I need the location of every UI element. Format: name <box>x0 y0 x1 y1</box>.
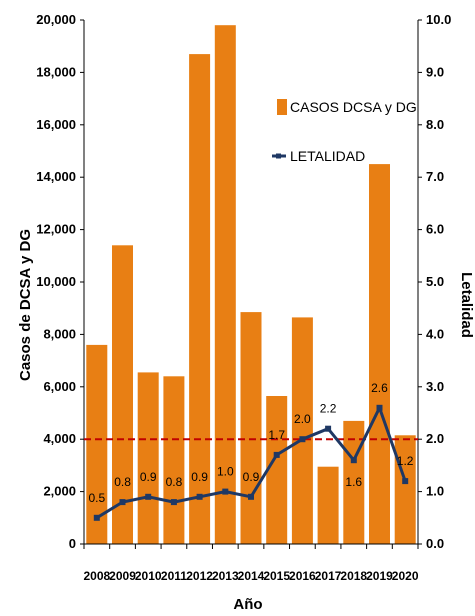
x-tick-label: 2008 <box>83 569 110 583</box>
x-axis-title: Año <box>233 596 262 613</box>
x-tick-label: 2009 <box>109 569 136 583</box>
left-tick-label: 18,000 <box>36 64 76 79</box>
left-tick-label: 20,000 <box>36 12 76 27</box>
data-labels: 0.5 0.8 0.9 0.8 0.9 1.0 0.9 1.7 2.0 2.2 1.6 2.6 1.2 <box>89 381 414 505</box>
letalidad-point-2009 <box>119 499 126 506</box>
data-label-2012: 0.9 <box>191 470 208 484</box>
legend-label-line: LETALIDAD <box>290 148 365 164</box>
letalidad-point-2008 <box>93 514 100 521</box>
x-tick-label: 2020 <box>392 569 419 583</box>
y-axis-title: Casos de DCSA y DG <box>17 229 34 381</box>
legend-swatch-bar <box>277 99 287 115</box>
data-label-2020: 1.2 <box>397 454 414 468</box>
right-tick-label: 7.0 <box>426 169 444 184</box>
right-tick-label: 3.0 <box>426 379 444 394</box>
right-tick-label: 4.0 <box>426 326 444 341</box>
bar-2019 <box>369 164 390 544</box>
x-tick-label: 2013 <box>212 569 239 583</box>
x-tick-label: 2014 <box>238 569 265 583</box>
right-tick-label: 2.0 <box>426 431 444 446</box>
bar-2015 <box>266 396 288 544</box>
legend-label-bar: CASOS DCSA y DG <box>290 99 417 115</box>
letalidad-point-2014 <box>248 493 254 500</box>
bar-2013 <box>214 25 236 544</box>
letalidad-point-2012 <box>196 493 203 500</box>
data-label-2010: 0.9 <box>140 470 157 484</box>
x-tick-label: 2010 <box>135 569 162 583</box>
x-tick-label: 2019 <box>366 569 393 583</box>
y2-axis-title: Letalidad <box>458 272 475 338</box>
right-tick-label: 10.0 <box>426 12 451 27</box>
data-label-2017: 2.2 <box>320 402 337 416</box>
left-tick-label: 6,000 <box>43 379 76 394</box>
data-label-2008: 0.5 <box>89 491 106 505</box>
letalidad-point-2018 <box>350 457 357 464</box>
left-tick-label: 0 <box>69 536 76 551</box>
right-tick-label: 1.0 <box>426 484 444 499</box>
bar-2017 <box>317 466 339 544</box>
left-tick-label: 4,000 <box>43 431 76 446</box>
data-label-2018: 1.6 <box>345 475 362 489</box>
left-axis-ticks: 0 2,000 4,000 6,000 8,000 10,000 12,000 14,000 1… <box>36 12 84 551</box>
right-tick-label: 6.0 <box>426 222 444 237</box>
data-label-2013: 1.0 <box>217 465 234 479</box>
bar-2020 <box>394 435 416 544</box>
legend: CASOS DCSA y DG LETALIDAD <box>272 99 417 164</box>
x-tick-label: 2012 <box>186 569 213 583</box>
x-tick-label: 2017 <box>315 569 342 583</box>
right-tick-label: 5.0 <box>426 274 444 289</box>
bar-2009 <box>112 245 133 545</box>
right-tick-label: 9.0 <box>426 64 444 79</box>
right-axis-ticks: 0.0 1.0 2.0 3.0 4.0 5.0 6.0 7.0 8.0 9.0 10.0 <box>418 12 451 551</box>
letalidad-point-2015 <box>273 451 280 458</box>
bar-2010 <box>137 372 159 544</box>
left-tick-label: 8,000 <box>43 326 76 341</box>
x-tick-label: 2018 <box>340 569 367 583</box>
bar-2014 <box>240 312 262 544</box>
bar-2008 <box>86 344 108 544</box>
right-tick-label: 0.0 <box>426 536 444 551</box>
left-tick-label: 16,000 <box>36 117 76 132</box>
letalidad-point-2016 <box>299 436 306 443</box>
letalidad-point-2019 <box>376 404 383 411</box>
bar-2012 <box>189 54 211 544</box>
left-tick-label: 12,000 <box>36 222 76 237</box>
letalidad-point-2013 <box>222 488 229 495</box>
x-tick-label: 2016 <box>289 569 316 583</box>
right-tick-label: 8.0 <box>426 117 444 132</box>
x-tick-label: 2011 <box>161 569 187 583</box>
data-label-2009: 0.8 <box>114 475 131 489</box>
data-label-2014: 0.9 <box>243 470 260 484</box>
bar-2016 <box>291 317 313 544</box>
x-tick-label: 2015 <box>263 569 290 583</box>
left-tick-label: 14,000 <box>36 169 76 184</box>
bar-2011 <box>163 376 185 544</box>
data-label-2019: 2.6 <box>371 381 388 395</box>
left-tick-label: 2,000 <box>43 484 76 499</box>
letalidad-point-2020 <box>402 478 409 485</box>
data-label-2016: 2.0 <box>294 412 311 426</box>
data-label-2011: 0.8 <box>166 475 183 489</box>
data-label-2015: 1.7 <box>268 428 285 442</box>
left-tick-label: 10,000 <box>36 274 76 289</box>
letalidad-point-2010 <box>145 493 152 500</box>
letalidad-point-2017 <box>325 425 332 432</box>
letalidad-point-2011 <box>170 499 177 506</box>
legend-swatch-marker <box>276 153 281 159</box>
line-series <box>93 404 409 521</box>
